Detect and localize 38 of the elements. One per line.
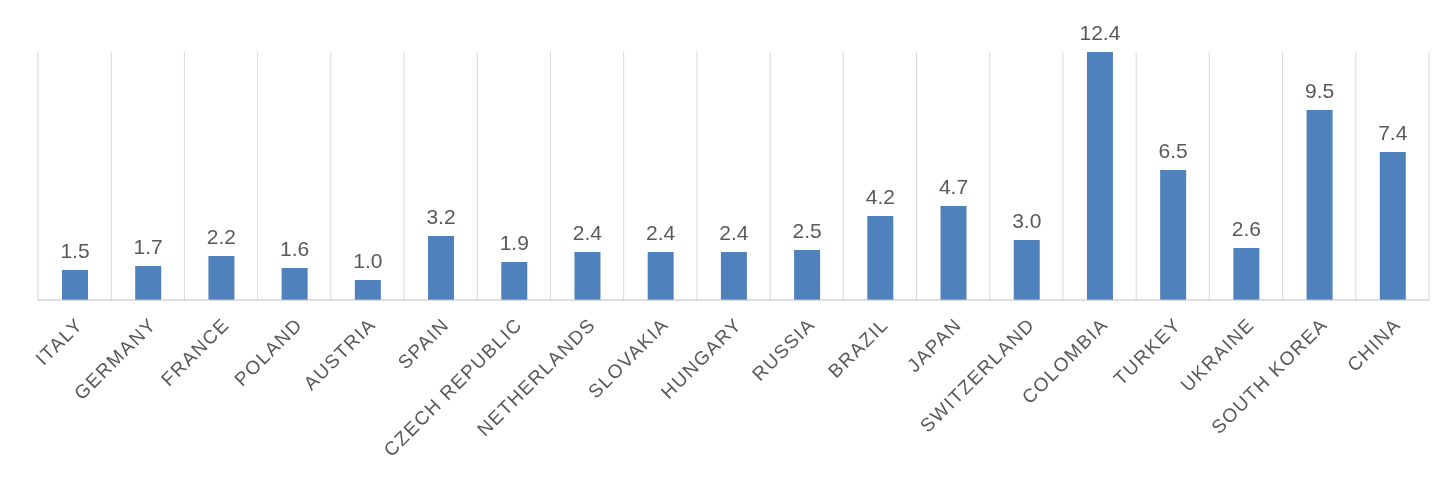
data-label: 4.7 [938,175,969,198]
data-label: 1.5 [60,239,90,262]
data-label: 1.0 [353,249,383,272]
data-label: 2.2 [206,225,237,248]
data-label: 2.5 [792,219,822,242]
bar [1013,240,1040,300]
bar [281,268,308,300]
data-label: 2.4 [646,221,676,244]
bar [794,250,821,300]
data-label: 12.4 [1079,21,1121,44]
data-label: 2.6 [1231,217,1261,240]
bar [720,252,747,300]
bar [1160,170,1187,300]
data-label: 6.5 [1158,139,1188,162]
bar [428,236,455,300]
bar [208,256,235,300]
bar [1379,152,1406,300]
bar [62,270,88,300]
bar [940,206,967,300]
bar [1306,110,1333,300]
bar [1233,248,1260,300]
data-label: 2.4 [572,221,603,244]
data-label: 3.2 [426,205,456,228]
bar [647,252,674,300]
data-label: 3.0 [1012,209,1042,232]
data-label: 1.6 [280,237,310,260]
data-label: 1.9 [499,231,529,254]
bar [1086,52,1113,300]
data-label: 1.7 [133,235,163,258]
bar [501,262,528,300]
data-label: 7.4 [1378,121,1408,144]
bar [354,280,381,300]
bar [867,216,894,300]
bar [135,266,162,300]
data-label: 2.4 [719,221,749,244]
data-label: 4.2 [865,185,895,208]
data-label: 9.5 [1304,79,1335,102]
bar [574,252,601,300]
